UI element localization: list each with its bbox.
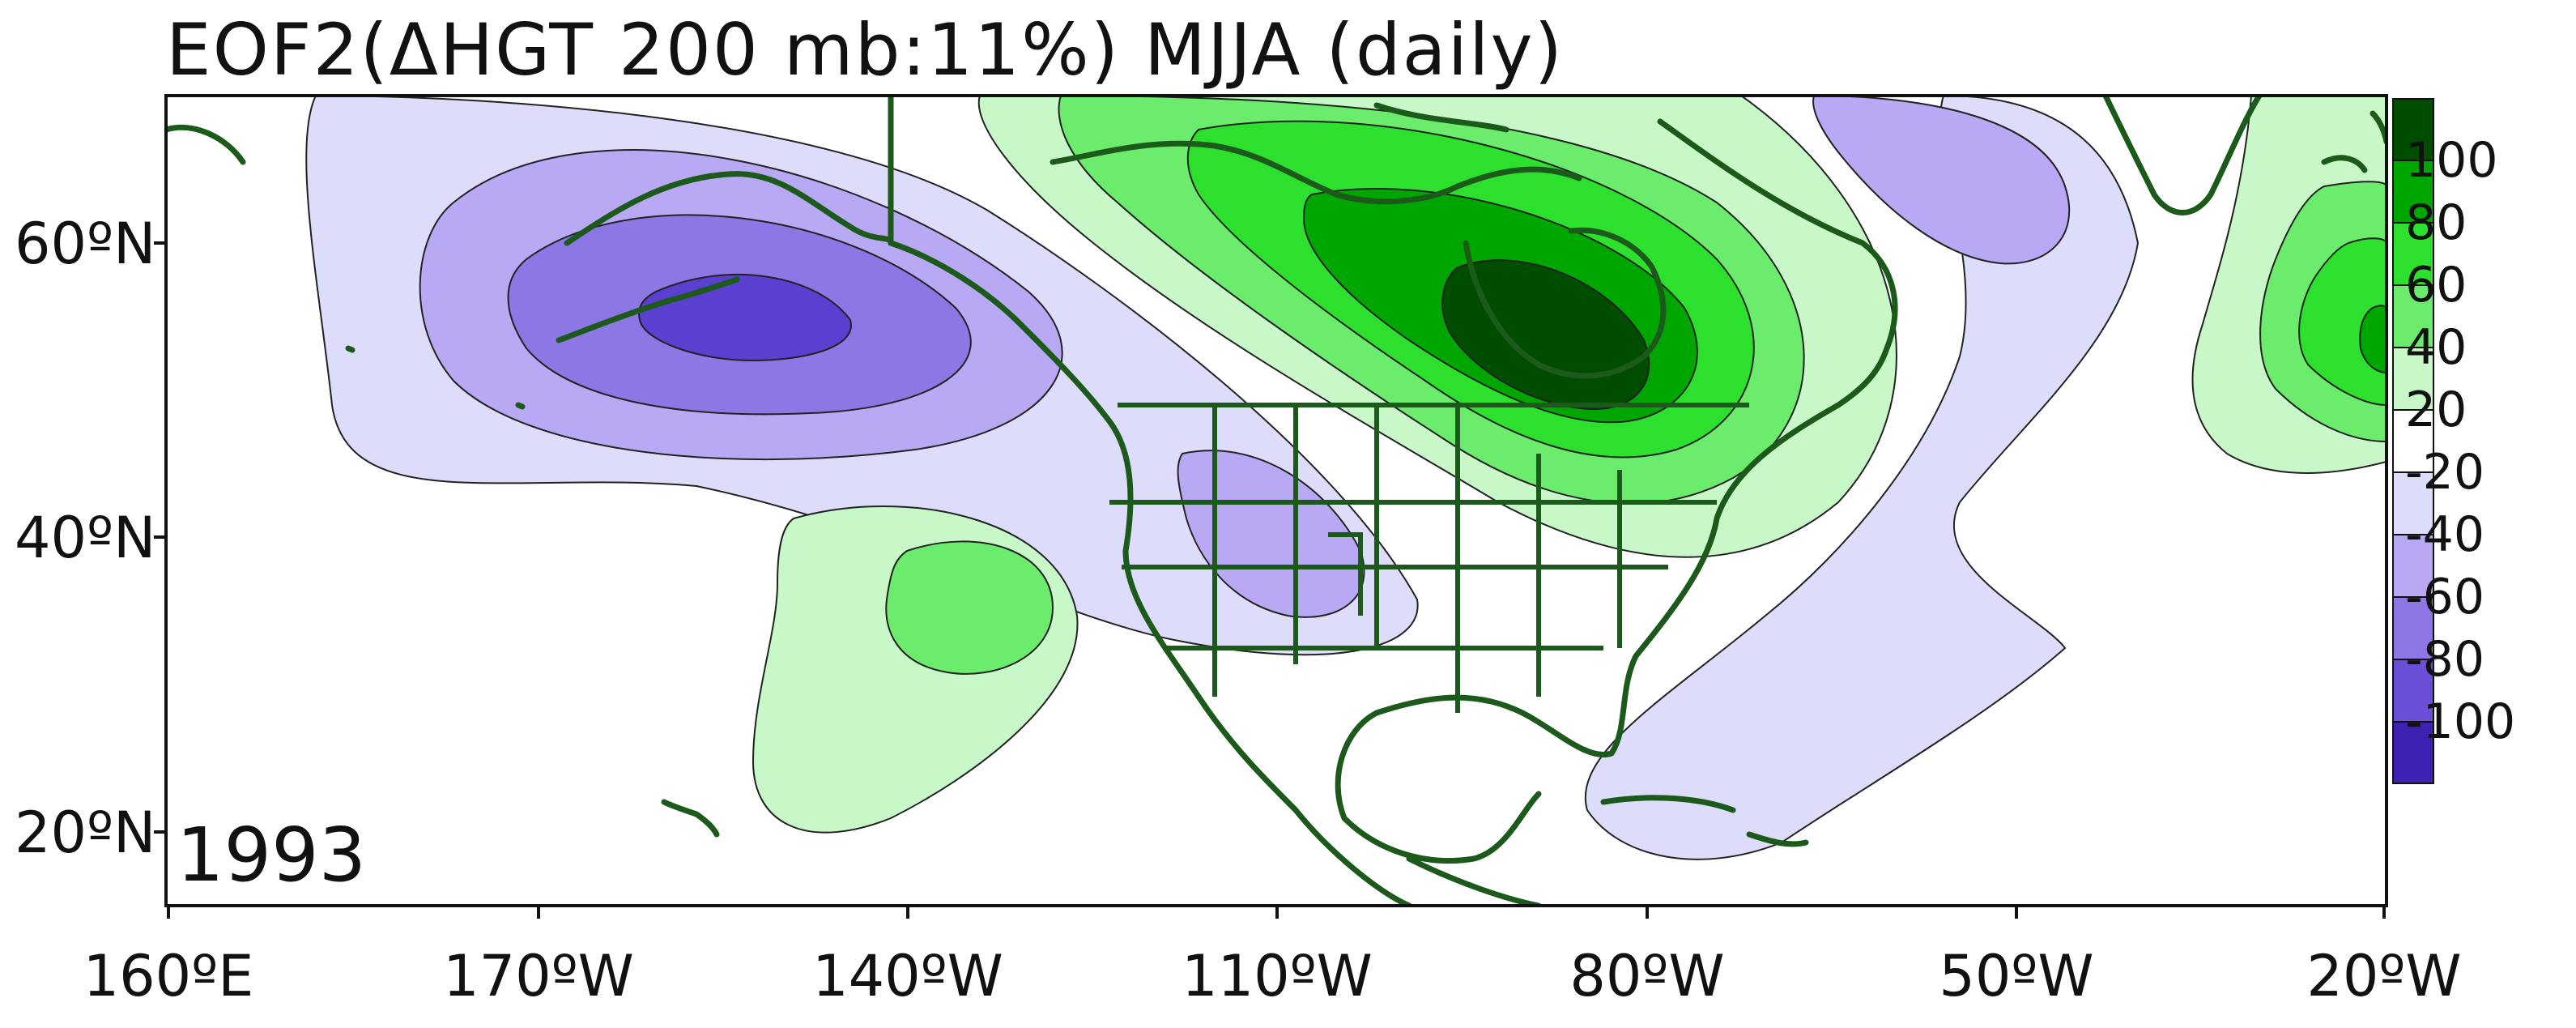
colorbar-cell-5 xyxy=(2392,409,2434,473)
colorbar-label-100: 100 xyxy=(2405,132,2498,189)
colorbar-label-20: 20 xyxy=(2405,382,2467,438)
lat-label-40n: 40ºN xyxy=(15,505,156,571)
lon-label-140w: 140ºW xyxy=(812,943,1003,1009)
lat-label-20n: 20ºN xyxy=(15,800,156,866)
lon-label-170w: 170ºW xyxy=(443,943,634,1009)
lat-label-60n: 60ºN xyxy=(15,211,156,277)
colorbar xyxy=(2392,98,2434,784)
chart-title: EOF2(ΔHGT 200 mb:11%) MJJA (daily) xyxy=(166,8,1564,92)
lon-label-50w: 50ºW xyxy=(1939,943,2094,1009)
colorbar-cell-0 xyxy=(2392,98,2434,161)
colorbar-label-neg80: -80 xyxy=(2405,631,2484,688)
lon-label-160e: 160ºE xyxy=(83,943,254,1009)
colorbar-cell-6 xyxy=(2392,471,2434,535)
colorbar-label-80: 80 xyxy=(2405,194,2467,251)
colorbar-label-neg60: -60 xyxy=(2405,569,2484,625)
colorbar-cell-10 xyxy=(2392,721,2434,784)
year-label: 1993 xyxy=(177,812,367,898)
colorbar-label-neg20: -20 xyxy=(2405,444,2484,501)
atlantic-negative-anomaly xyxy=(1585,96,2140,860)
colorbar-cell-4 xyxy=(2392,347,2434,411)
coastlines xyxy=(166,96,2387,906)
subtropical-pacific-positive-anomaly xyxy=(752,505,1079,834)
east-atlantic-positive-anomaly xyxy=(2191,96,2387,474)
lon-label-20w: 20ºW xyxy=(2306,943,2462,1009)
colorbar-label-neg100: -100 xyxy=(2405,693,2516,750)
colorbar-cell-3 xyxy=(2392,284,2434,348)
colorbar-label-40: 40 xyxy=(2405,319,2467,376)
colorbar-cell-1 xyxy=(2392,160,2434,224)
lon-label-110w: 110ºW xyxy=(1182,943,1373,1009)
political-boundaries xyxy=(1109,403,1749,713)
pacific-negative-anomaly xyxy=(305,96,1419,656)
lat-tick-marks xyxy=(154,241,166,834)
lon-label-80w: 80ºW xyxy=(1569,943,1725,1009)
lon-tick-marks xyxy=(167,906,2386,919)
colorbar-label-neg40: -40 xyxy=(2405,506,2484,563)
colorbar-label-60: 60 xyxy=(2405,257,2467,314)
